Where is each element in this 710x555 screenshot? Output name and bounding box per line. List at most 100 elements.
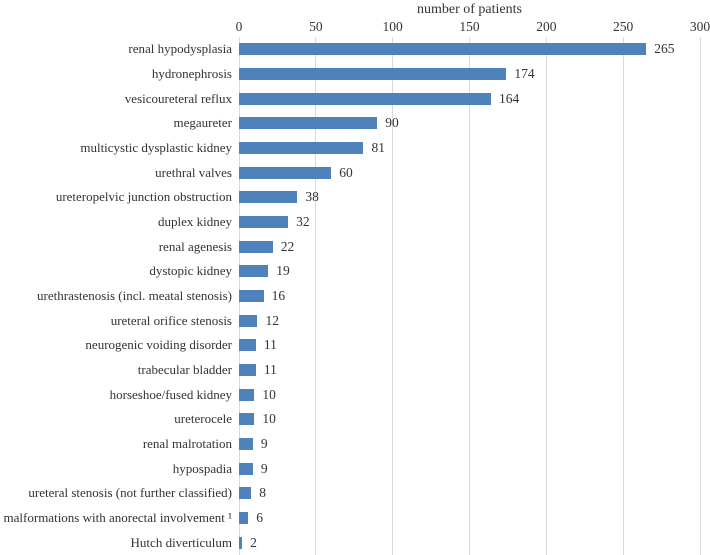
value-label: 60 bbox=[339, 164, 353, 180]
chart-title: number of patients bbox=[417, 2, 522, 17]
value-label: 9 bbox=[260, 436, 268, 452]
bar bbox=[239, 216, 289, 229]
bar bbox=[239, 536, 243, 549]
table-row: ureteropelvic junction obstruction 38 bbox=[0, 185, 710, 210]
x-axis-tick-label: 150 bbox=[459, 19, 480, 34]
x-axis-tick-label: 50 bbox=[309, 19, 323, 34]
bar bbox=[239, 388, 255, 401]
value-label: 32 bbox=[296, 214, 310, 230]
value-label: 9 bbox=[260, 460, 268, 476]
x-axis-tick-label: 0 bbox=[235, 19, 243, 34]
value-label: 12 bbox=[265, 312, 279, 328]
bar bbox=[239, 117, 378, 130]
bar bbox=[239, 240, 273, 253]
value-label: 22 bbox=[280, 238, 295, 254]
x-axis-tick-label: 300 bbox=[689, 19, 710, 34]
bar bbox=[239, 364, 256, 377]
category-label: trabecular bladder bbox=[137, 362, 232, 378]
bar bbox=[239, 166, 332, 179]
x-axis: 0 50 100 150 200 250 300 bbox=[235, 19, 710, 34]
bar-track: 11 bbox=[239, 333, 700, 358]
category-label: malformations with anorectal involvement… bbox=[3, 510, 232, 526]
bar-track: 90 bbox=[239, 111, 700, 136]
table-row: duplex kidney 32 bbox=[0, 210, 710, 235]
value-label: 11 bbox=[263, 362, 277, 378]
table-row: malformations with anorectal involvement… bbox=[0, 506, 710, 531]
table-row: urethral valves 60 bbox=[0, 160, 710, 185]
category-label: ureteropelvic junction obstruction bbox=[55, 189, 232, 205]
category-label: duplex kidney bbox=[157, 214, 232, 230]
table-row: renal malrotation 9 bbox=[0, 432, 710, 457]
bar bbox=[239, 92, 491, 105]
bar-track: 6 bbox=[239, 506, 700, 531]
table-row: ureteral orifice stenosis 12 bbox=[0, 308, 710, 333]
value-label: 11 bbox=[263, 337, 277, 353]
bar-track: 19 bbox=[239, 259, 700, 284]
bar-track: 9 bbox=[239, 432, 700, 457]
bar bbox=[239, 438, 253, 451]
bar-track: 164 bbox=[239, 86, 700, 111]
bar bbox=[239, 142, 364, 155]
value-label: 8 bbox=[259, 485, 267, 501]
bar bbox=[239, 265, 269, 278]
bar-track: 38 bbox=[239, 185, 700, 210]
table-row: ureterocele 10 bbox=[0, 407, 710, 432]
table-row: urethrastenosis (incl. meatal stenosis) 1… bbox=[0, 284, 710, 309]
bar-track: 81 bbox=[239, 136, 700, 161]
bar bbox=[239, 487, 252, 500]
bar-track: 16 bbox=[239, 284, 700, 309]
x-axis-tick-label: 250 bbox=[613, 19, 634, 34]
value-label: 6 bbox=[256, 510, 263, 526]
bar bbox=[239, 43, 647, 56]
category-label: ureteral stenosis (not further classifie… bbox=[28, 485, 232, 501]
gridline bbox=[622, 37, 624, 555]
value-label: 16 bbox=[271, 288, 286, 304]
category-label: renal agenesis bbox=[158, 238, 232, 254]
value-label: 90 bbox=[385, 115, 399, 131]
category-label: urethral valves bbox=[155, 164, 232, 180]
bar-track: 22 bbox=[239, 234, 700, 259]
category-label: hydronephrosis bbox=[151, 66, 232, 81]
gridline bbox=[699, 37, 701, 555]
category-label: multicystic dysplastic kidney bbox=[80, 140, 232, 156]
gridline bbox=[392, 37, 394, 555]
bar-track: 32 bbox=[239, 210, 700, 235]
category-label: Hutch diverticulum bbox=[130, 534, 232, 550]
bar-track: 174 bbox=[239, 62, 700, 87]
category-label: megaureter bbox=[173, 115, 232, 131]
bar-track: 60 bbox=[239, 160, 700, 185]
bar-track: 9 bbox=[239, 456, 700, 481]
value-label: 38 bbox=[305, 189, 319, 205]
category-label: renal malrotation bbox=[142, 436, 232, 452]
bar-track: 10 bbox=[239, 382, 700, 407]
table-row: multicystic dysplastic kidney 81 bbox=[0, 136, 710, 161]
value-label: 174 bbox=[514, 66, 535, 81]
value-label: 10 bbox=[262, 411, 276, 427]
bar-track: 10 bbox=[239, 407, 700, 432]
value-label: 81 bbox=[371, 140, 385, 156]
bar-track: 11 bbox=[239, 358, 700, 383]
category-label: vesicoureteral reflux bbox=[124, 90, 232, 106]
table-row: Hutch diverticulum 2 bbox=[0, 530, 710, 555]
gridline bbox=[469, 37, 470, 555]
bar bbox=[239, 191, 298, 204]
category-label: ureterocele bbox=[174, 411, 232, 427]
bar-track: 12 bbox=[239, 308, 700, 333]
bar-track: 8 bbox=[239, 481, 700, 506]
category-label: dystopic kidney bbox=[149, 263, 232, 279]
bar bbox=[239, 413, 255, 426]
table-row: megaureter 90 bbox=[0, 111, 710, 136]
x-axis-tick-label: 200 bbox=[536, 19, 557, 34]
table-row: dystopic kidney 19 bbox=[0, 259, 710, 284]
table-row: vesicoureteral reflux 164 bbox=[0, 86, 710, 111]
value-label: 164 bbox=[499, 90, 520, 106]
category-label: neurogenic voiding disorder bbox=[85, 337, 232, 353]
bar bbox=[239, 68, 507, 80]
bar bbox=[239, 339, 256, 352]
table-row: ureteral stenosis (not further classifie… bbox=[0, 481, 710, 506]
category-label: renal hypodysplasia bbox=[128, 41, 232, 57]
bar bbox=[239, 512, 249, 525]
bar-track: 265 bbox=[239, 37, 700, 62]
value-label: 10 bbox=[262, 386, 276, 402]
